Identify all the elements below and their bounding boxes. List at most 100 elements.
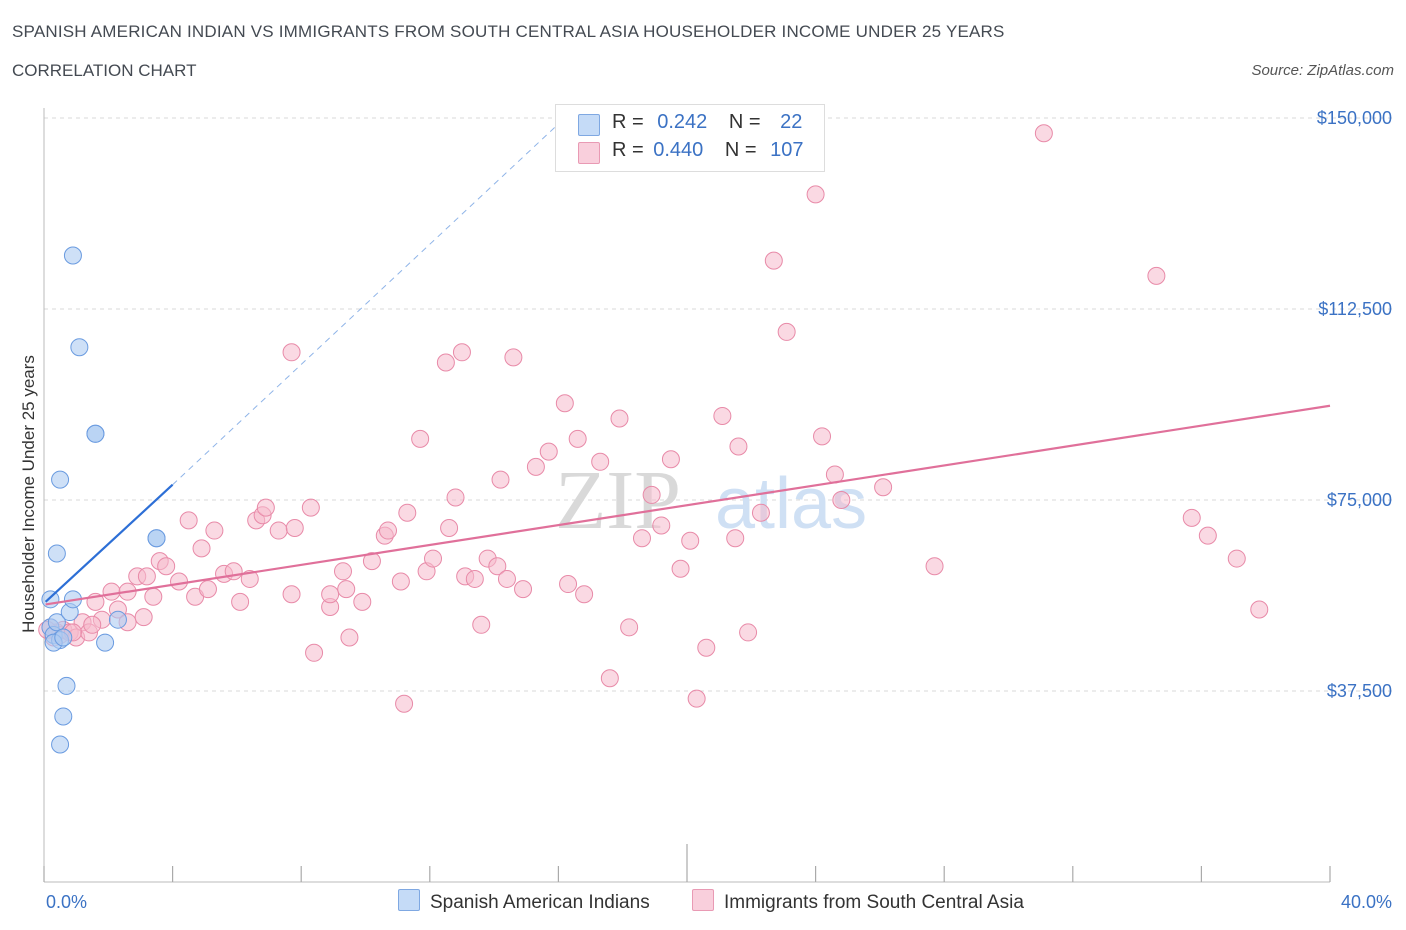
data-point-spanish xyxy=(147,529,166,548)
data-point-immigrants xyxy=(729,437,748,456)
data-point-immigrants xyxy=(1227,549,1246,568)
data-point-immigrants xyxy=(559,575,578,594)
data-point-immigrants xyxy=(440,519,459,538)
data-point-immigrants xyxy=(192,539,211,558)
bottom-legend-immigrants: Immigrants from South Central Asia xyxy=(692,889,1024,914)
data-point-immigrants xyxy=(777,322,796,341)
data-point-immigrants xyxy=(472,615,491,634)
data-point-immigrants xyxy=(179,511,198,530)
data-point-immigrants xyxy=(333,562,352,581)
data-point-immigrants xyxy=(411,429,430,448)
data-point-spanish xyxy=(47,613,66,632)
y-tick-label: $150,000 xyxy=(1317,108,1392,128)
data-point-spanish xyxy=(51,735,70,754)
trend-line-spanish xyxy=(44,483,174,603)
data-point-immigrants xyxy=(1034,124,1053,143)
source-label: Source: ZipAtlas.com xyxy=(1251,62,1394,79)
chart-title: SPANISH AMERICAN INDIAN VS IMMIGRANTS FR… xyxy=(12,22,1005,41)
bottom-legend-label-immigrants: Immigrants from South Central Asia xyxy=(724,892,1024,913)
y-axis-title: Householder Income Under 25 years xyxy=(19,355,38,633)
bottom-legend-swatch-blue xyxy=(398,889,420,911)
bottom-legend-label-spanish: Spanish American Indians xyxy=(430,892,650,913)
data-point-spanish xyxy=(51,470,70,489)
legend-swatch-pink xyxy=(578,142,600,164)
legend-n-value: 22 xyxy=(780,111,803,133)
data-point-immigrants xyxy=(726,529,745,548)
data-point-immigrants xyxy=(687,689,706,708)
data-point-immigrants xyxy=(282,343,301,362)
axes xyxy=(43,108,1331,883)
data-point-spanish xyxy=(63,246,82,265)
legend-r-value: 0.242 xyxy=(657,111,708,133)
legend-swatch-blue xyxy=(578,114,600,136)
data-point-immigrants xyxy=(398,503,417,522)
data-point-immigrants xyxy=(813,427,832,446)
data-point-immigrants xyxy=(504,348,523,367)
data-point-immigrants xyxy=(424,549,443,568)
legend-r-value: 0.440 xyxy=(653,139,704,161)
data-point-immigrants xyxy=(1147,266,1166,285)
data-point-immigrants xyxy=(285,519,304,538)
data-point-immigrants xyxy=(395,694,414,713)
data-point-immigrants xyxy=(568,429,587,448)
data-point-immigrants xyxy=(446,488,465,507)
data-point-immigrants xyxy=(832,491,851,509)
data-point-immigrants xyxy=(575,585,594,604)
data-point-immigrants xyxy=(555,394,574,413)
data-point-immigrants xyxy=(452,343,471,362)
data-point-immigrants xyxy=(379,521,398,540)
tick-labels: $37,500 $75,000 $112,500 $150,000 0.0% 40.0% H… xyxy=(19,108,1392,912)
data-point-immigrants xyxy=(610,409,629,428)
data-point-immigrants xyxy=(488,557,507,576)
data-point-immigrants xyxy=(137,567,156,586)
data-point-spanish xyxy=(96,633,115,652)
data-point-immigrants xyxy=(157,557,176,576)
legend-n-value: 107 xyxy=(770,139,804,161)
data-point-immigrants xyxy=(301,498,320,517)
trend-line-immigrants xyxy=(45,404,1331,606)
data-point-immigrants xyxy=(362,552,381,571)
data-point-immigrants xyxy=(269,521,288,540)
data-point-spanish xyxy=(54,707,73,726)
data-point-immigrants xyxy=(739,623,758,642)
data-point-immigrants xyxy=(681,531,700,550)
data-point-immigrants xyxy=(764,251,783,270)
data-point-immigrants xyxy=(713,406,732,425)
x-tick-label-min: 0.0% xyxy=(46,892,87,912)
data-point-immigrants xyxy=(205,521,224,540)
data-point-immigrants xyxy=(436,353,455,372)
data-point-immigrants xyxy=(198,580,217,599)
bottom-legend-swatch-pink xyxy=(692,889,714,911)
data-point-immigrants xyxy=(671,559,690,578)
data-point-immigrants xyxy=(353,592,372,611)
data-point-immigrants xyxy=(337,580,356,599)
data-point-immigrants xyxy=(491,470,510,489)
data-point-immigrants xyxy=(391,572,410,591)
data-point-immigrants xyxy=(144,587,163,606)
data-point-spanish xyxy=(47,544,66,563)
data-point-immigrants xyxy=(134,608,153,627)
legend-r-label: R = xyxy=(612,139,644,161)
data-point-immigrants xyxy=(1198,526,1217,545)
data-point-immigrants xyxy=(321,585,340,604)
data-point-immigrants xyxy=(514,580,533,599)
data-point-spanish xyxy=(54,628,73,647)
legend-n-label: N = xyxy=(728,111,761,133)
data-point-immigrants xyxy=(661,450,680,469)
bottom-legend-spanish: Spanish American Indians xyxy=(398,889,650,914)
data-point-immigrants xyxy=(874,478,893,497)
y-tick-label: $112,500 xyxy=(1318,299,1392,319)
trend-line-spanish-extension xyxy=(172,117,566,486)
trend-lines xyxy=(44,117,1331,606)
data-point-immigrants xyxy=(751,503,770,522)
data-point-immigrants xyxy=(697,638,716,657)
data-point-immigrants xyxy=(340,628,359,647)
data-point-immigrants xyxy=(539,442,558,461)
y-tick-label: $37,500 xyxy=(1327,681,1392,701)
data-point-immigrants xyxy=(652,516,671,535)
chart-subtitle: CORRELATION CHART xyxy=(12,61,197,80)
data-point-immigrants xyxy=(1182,508,1201,527)
data-point-immigrants xyxy=(642,485,661,504)
data-point-spanish xyxy=(108,610,127,629)
